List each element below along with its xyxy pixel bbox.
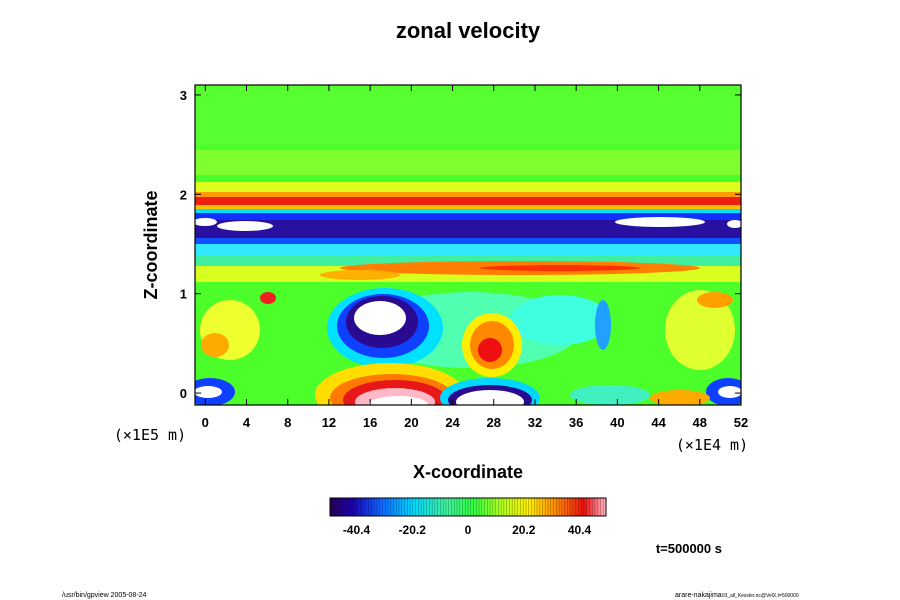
footer-left: /usr/bin/gpview 2005-08-24 xyxy=(62,592,147,599)
footer-right: arare-nakajima03_all_Kessler.nc@VelX,t=5… xyxy=(675,592,799,599)
colorbar-tick-label: 40.4 xyxy=(568,523,592,537)
x-tick-label: 28 xyxy=(487,415,501,430)
y-tick-label: 0 xyxy=(180,386,187,401)
x-tick-label: 44 xyxy=(651,415,666,430)
colorbar-tick-label: 20.2 xyxy=(512,523,536,537)
time-annotation: t=500000 s xyxy=(656,541,722,556)
footer-right-small: 03_all_Kessler.nc@VelX,t=500000 xyxy=(722,593,799,599)
colorbar-tick-label: -40.4 xyxy=(343,523,371,537)
colorbar-tick-label: 0 xyxy=(465,523,472,537)
field-band-navy xyxy=(195,220,741,238)
x-scale-note: (×1E4 m) xyxy=(676,436,748,454)
x-tick-label: 20 xyxy=(404,415,418,430)
x-tick-label: 48 xyxy=(693,415,707,430)
y-tick-label: 2 xyxy=(180,187,187,202)
field-orange-blob xyxy=(201,333,229,357)
x-tick-label: 32 xyxy=(528,415,542,430)
white-patch xyxy=(354,301,406,335)
x-tick-label: 4 xyxy=(243,415,251,430)
y-axis-label: Z-coordinate xyxy=(141,190,161,299)
field-band-upper xyxy=(195,85,741,145)
field-red-streak xyxy=(480,265,640,271)
field-bottom-teal xyxy=(570,385,650,405)
field-yellow-right xyxy=(665,290,735,370)
x-tick-label: 8 xyxy=(284,415,291,430)
x-tick-label: 36 xyxy=(569,415,583,430)
x-tick-label: 12 xyxy=(322,415,336,430)
field-band-orange xyxy=(195,192,741,198)
y-axis-ticks: 0 1 2 3 xyxy=(180,88,741,401)
x-tick-label: 40 xyxy=(610,415,624,430)
white-patch xyxy=(195,386,222,398)
x-tick-label: 52 xyxy=(734,415,748,430)
white-patch xyxy=(456,390,524,405)
colorbar-tick-label: -20.2 xyxy=(399,523,427,537)
x-tick-label: 16 xyxy=(363,415,377,430)
white-patch xyxy=(217,221,273,231)
white-patch xyxy=(615,217,705,227)
plot-frame xyxy=(194,84,742,406)
field-band-cyan-2 xyxy=(195,244,741,256)
x-axis-ticks: 0 4 8 12 16 20 24 28 32 36 40 44 48 52 xyxy=(202,85,748,430)
field-band-red xyxy=(195,197,741,205)
x-tick-label: 24 xyxy=(445,415,460,430)
field-bottom-orange-right xyxy=(650,390,710,405)
chart-title: zonal velocity xyxy=(396,18,541,43)
colorbar-ticks: -40.4 -20.2 0 20.2 40.4 xyxy=(329,498,607,537)
field-band-upper-light xyxy=(195,150,741,175)
field-band-blue-2 xyxy=(195,238,741,244)
field-band-yellow xyxy=(195,182,741,192)
x-axis-label: X-coordinate xyxy=(413,462,523,482)
white-patch xyxy=(195,218,217,226)
y-tick-label: 3 xyxy=(180,88,187,103)
field-band-orange-2 xyxy=(195,205,741,209)
field-band-cyan xyxy=(195,209,741,214)
field-teal-region xyxy=(510,295,610,345)
field-orange-right xyxy=(697,292,733,308)
y-tick-label: 1 xyxy=(180,287,187,302)
field-red-dot xyxy=(260,292,276,304)
field-blue-streak xyxy=(595,300,611,350)
x-tick-label: 0 xyxy=(202,415,209,430)
white-patch xyxy=(368,396,428,405)
white-patch xyxy=(718,386,741,398)
field-band-teal xyxy=(195,256,741,266)
footer-right-main: arare-nakajima xyxy=(675,592,722,599)
plot-area xyxy=(195,85,741,405)
field-orange-left xyxy=(320,270,400,280)
y-scale-note: (×1E5 m) xyxy=(114,426,186,444)
white-patch xyxy=(727,220,741,228)
field-warm-blob-red xyxy=(478,338,502,362)
